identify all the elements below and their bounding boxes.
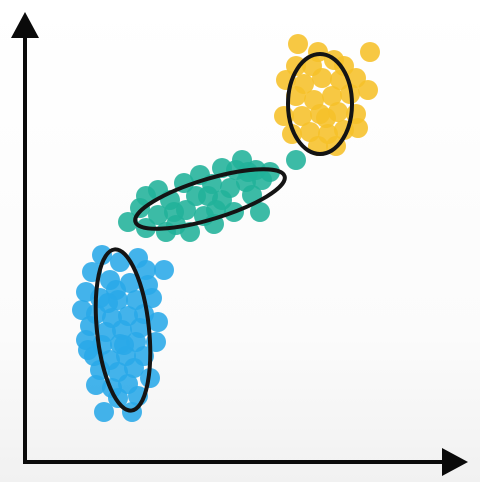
point-blue <box>98 293 118 313</box>
point-yellow <box>288 34 308 54</box>
cluster-ellipse-yellow <box>286 52 354 156</box>
cluster-ellipse-blue <box>93 247 153 413</box>
point-blue <box>136 260 156 280</box>
point-teal <box>220 178 240 198</box>
point-blue <box>154 260 174 280</box>
point-blue <box>92 245 112 265</box>
point-yellow <box>316 108 336 128</box>
point-yellow <box>358 80 378 100</box>
point-teal <box>148 205 168 225</box>
cluster-teal <box>118 150 306 242</box>
ellipses-layer <box>93 52 354 413</box>
point-teal <box>156 222 176 242</box>
point-blue <box>124 358 144 378</box>
point-teal <box>286 150 306 170</box>
points-layer <box>72 34 380 422</box>
point-blue <box>148 312 168 332</box>
point-yellow <box>322 86 342 106</box>
point-blue <box>114 335 134 355</box>
x-axis-arrowhead <box>442 448 468 476</box>
point-blue <box>86 375 106 395</box>
point-blue <box>94 402 114 422</box>
point-yellow <box>302 56 322 76</box>
point-blue <box>78 340 98 360</box>
point-yellow <box>360 42 380 62</box>
point-teal <box>118 212 138 232</box>
axes <box>11 12 468 476</box>
y-axis-arrowhead <box>11 12 39 38</box>
cluster-ellipse-teal <box>133 167 287 231</box>
cluster-blue <box>72 245 174 422</box>
point-teal <box>164 202 184 222</box>
point-yellow <box>348 118 368 138</box>
point-yellow <box>292 106 312 126</box>
point-teal <box>260 162 280 182</box>
cluster-yellow <box>274 34 380 156</box>
point-teal <box>250 202 270 222</box>
